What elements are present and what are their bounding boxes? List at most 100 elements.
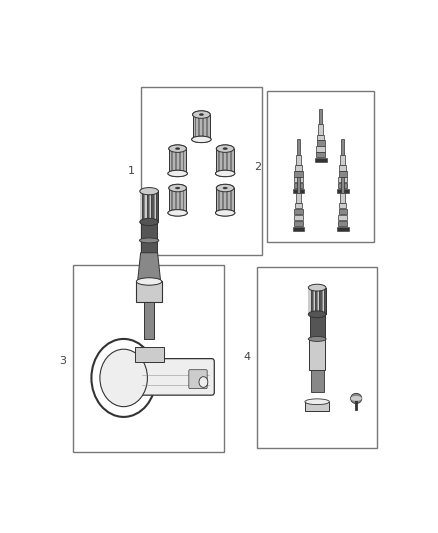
Bar bbox=[194, 115, 197, 139]
Bar bbox=[319, 288, 321, 314]
Bar bbox=[173, 189, 175, 212]
Bar bbox=[145, 191, 147, 222]
Text: 1: 1 bbox=[127, 166, 134, 176]
Bar bbox=[297, 140, 300, 155]
Bar bbox=[311, 288, 313, 314]
Bar bbox=[339, 165, 346, 171]
Bar bbox=[267, 91, 374, 243]
Bar bbox=[140, 191, 159, 222]
Bar bbox=[313, 288, 315, 314]
Bar bbox=[169, 189, 171, 212]
FancyBboxPatch shape bbox=[137, 359, 214, 395]
Bar bbox=[216, 149, 234, 173]
Ellipse shape bbox=[169, 184, 187, 192]
Bar bbox=[156, 191, 159, 222]
Bar bbox=[294, 221, 303, 226]
Ellipse shape bbox=[216, 145, 234, 152]
Bar bbox=[226, 149, 228, 173]
Bar bbox=[193, 115, 194, 139]
Bar bbox=[293, 189, 304, 193]
Bar bbox=[216, 149, 218, 173]
Bar bbox=[175, 189, 177, 212]
Bar bbox=[184, 189, 187, 212]
Bar bbox=[224, 149, 226, 173]
Bar bbox=[169, 149, 187, 173]
Bar bbox=[297, 177, 300, 193]
Circle shape bbox=[100, 349, 148, 407]
Bar bbox=[147, 191, 149, 222]
Bar bbox=[315, 288, 317, 314]
Bar bbox=[173, 149, 175, 173]
Bar bbox=[317, 140, 325, 146]
Ellipse shape bbox=[223, 187, 227, 189]
Text: 4: 4 bbox=[244, 352, 251, 361]
Ellipse shape bbox=[193, 111, 210, 118]
Bar bbox=[135, 347, 163, 361]
Bar bbox=[257, 267, 377, 448]
Bar bbox=[222, 149, 224, 173]
Bar bbox=[142, 191, 145, 222]
FancyBboxPatch shape bbox=[189, 370, 207, 389]
Text: 2: 2 bbox=[254, 163, 261, 172]
Bar bbox=[183, 149, 184, 173]
Bar bbox=[296, 155, 301, 165]
Ellipse shape bbox=[305, 399, 329, 405]
Bar bbox=[226, 189, 228, 212]
Bar bbox=[179, 189, 180, 212]
Circle shape bbox=[199, 377, 208, 387]
Bar bbox=[338, 215, 347, 220]
Bar bbox=[177, 149, 179, 173]
Bar bbox=[228, 149, 230, 173]
Bar bbox=[177, 189, 179, 212]
Bar bbox=[321, 288, 324, 314]
Ellipse shape bbox=[139, 238, 159, 243]
Ellipse shape bbox=[216, 184, 234, 192]
Bar bbox=[179, 149, 180, 173]
Bar bbox=[338, 183, 347, 188]
Ellipse shape bbox=[192, 136, 211, 143]
Bar bbox=[339, 171, 346, 176]
Ellipse shape bbox=[216, 145, 234, 152]
Bar bbox=[310, 314, 325, 339]
Bar bbox=[141, 222, 157, 253]
Ellipse shape bbox=[350, 393, 362, 403]
Ellipse shape bbox=[216, 184, 234, 192]
Ellipse shape bbox=[168, 209, 187, 216]
Bar bbox=[232, 149, 234, 173]
Ellipse shape bbox=[199, 114, 204, 116]
Bar bbox=[295, 203, 302, 208]
Bar bbox=[340, 193, 346, 203]
Text: 3: 3 bbox=[60, 356, 67, 366]
Bar bbox=[136, 281, 162, 302]
Bar bbox=[340, 155, 346, 165]
Bar bbox=[144, 302, 154, 339]
Bar bbox=[220, 149, 222, 173]
Bar bbox=[341, 177, 344, 193]
Bar bbox=[295, 165, 302, 171]
Bar bbox=[169, 149, 171, 173]
Bar bbox=[175, 149, 177, 173]
Bar bbox=[140, 191, 142, 222]
Ellipse shape bbox=[215, 209, 235, 216]
Bar bbox=[294, 171, 303, 176]
Bar bbox=[230, 189, 232, 212]
Bar bbox=[198, 115, 201, 139]
Bar bbox=[171, 149, 173, 173]
Ellipse shape bbox=[136, 278, 162, 285]
Ellipse shape bbox=[138, 278, 161, 285]
Bar bbox=[317, 134, 324, 140]
Bar bbox=[183, 189, 184, 212]
Bar bbox=[338, 177, 347, 182]
Bar bbox=[293, 227, 304, 231]
Bar bbox=[228, 189, 230, 212]
Bar bbox=[180, 189, 183, 212]
Bar bbox=[216, 189, 218, 212]
Bar bbox=[218, 149, 220, 173]
Bar bbox=[294, 177, 303, 182]
Ellipse shape bbox=[176, 148, 180, 150]
Bar bbox=[206, 115, 208, 139]
Polygon shape bbox=[138, 253, 161, 281]
Ellipse shape bbox=[350, 396, 362, 401]
Ellipse shape bbox=[215, 170, 235, 176]
Bar bbox=[319, 109, 322, 124]
